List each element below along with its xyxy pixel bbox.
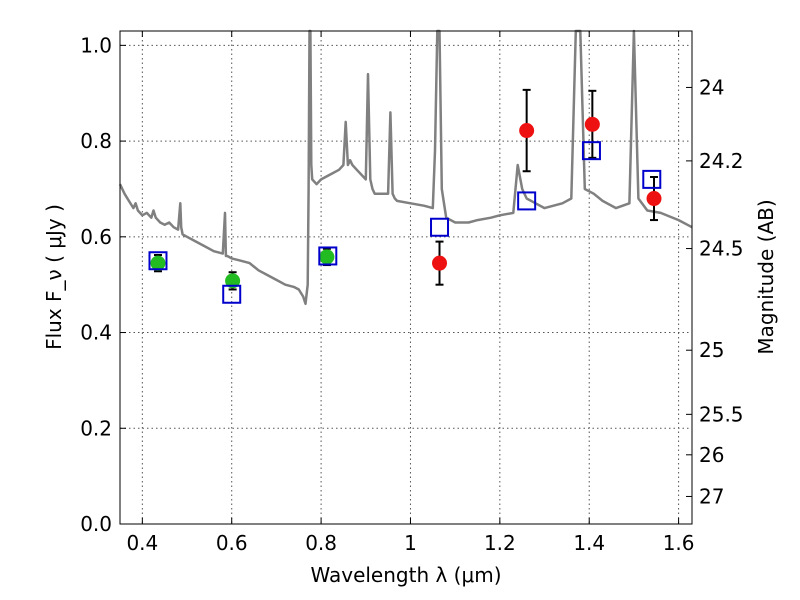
model-square	[148, 251, 168, 271]
grid-lines	[120, 31, 692, 525]
model-square	[430, 217, 450, 237]
y2-tick-label: 26	[699, 443, 724, 467]
spectrum-series	[118, 29, 693, 306]
y2-tick-label: 25	[699, 338, 724, 362]
x-tick-label: 1.6	[663, 531, 695, 555]
y2-tick-label: 24.2	[699, 149, 744, 173]
model-squares	[148, 141, 662, 304]
y2-tick-labels: 24 24.2 24.5 25 25.5 26 27	[699, 75, 744, 508]
y-axis-label: Flux F_ν ( μJy )	[42, 204, 66, 350]
model-square	[517, 191, 537, 211]
observed-points	[150, 116, 662, 289]
y-tick-labels: 0.0 0.2 0.4 0.6 0.8 1.0	[80, 33, 112, 536]
data-point	[150, 255, 166, 271]
data-point	[225, 273, 241, 289]
data-point	[584, 116, 600, 132]
y2-tick-label: 24	[699, 75, 724, 99]
y-tick-label: 0.4	[80, 321, 112, 345]
model-square	[642, 169, 662, 189]
x-tick-label: 0.6	[216, 531, 248, 555]
model-square	[222, 284, 242, 304]
y-tick-label: 0.0	[80, 512, 112, 536]
y-tick-label: 1.0	[80, 33, 112, 57]
y2-axis-label: Magnitude (AB)	[754, 199, 778, 354]
x-tick-labels: 0.4 0.6 0.8 1 1.2 1.4 1.6	[126, 531, 694, 555]
x-tick-label: 1.2	[484, 531, 516, 555]
y-tick-label: 0.6	[80, 225, 112, 249]
data-point	[519, 123, 535, 139]
x-tick-label: 0.4	[126, 531, 158, 555]
x-tick-label: 0.8	[305, 531, 337, 555]
y2-tick-label: 25.5	[699, 402, 744, 426]
plot-frame	[119, 30, 693, 525]
x-tick-label: 1	[404, 531, 417, 555]
plot-background	[120, 31, 692, 524]
y2-tick-label: 27	[699, 484, 724, 508]
y-tick-label: 0.8	[80, 129, 112, 153]
y2-tick-label: 24.5	[699, 237, 744, 261]
y-tick-label: 0.2	[80, 416, 112, 440]
model-square	[318, 246, 338, 266]
x-tick-label: 1.4	[573, 531, 605, 555]
data-point	[432, 255, 448, 271]
data-point	[319, 249, 335, 265]
model-square	[581, 141, 601, 161]
x-axis-label: Wavelength λ (μm)	[310, 563, 501, 587]
spectrum-line	[118, 29, 693, 306]
data-point	[646, 191, 662, 207]
axis-ticks	[120, 31, 692, 525]
